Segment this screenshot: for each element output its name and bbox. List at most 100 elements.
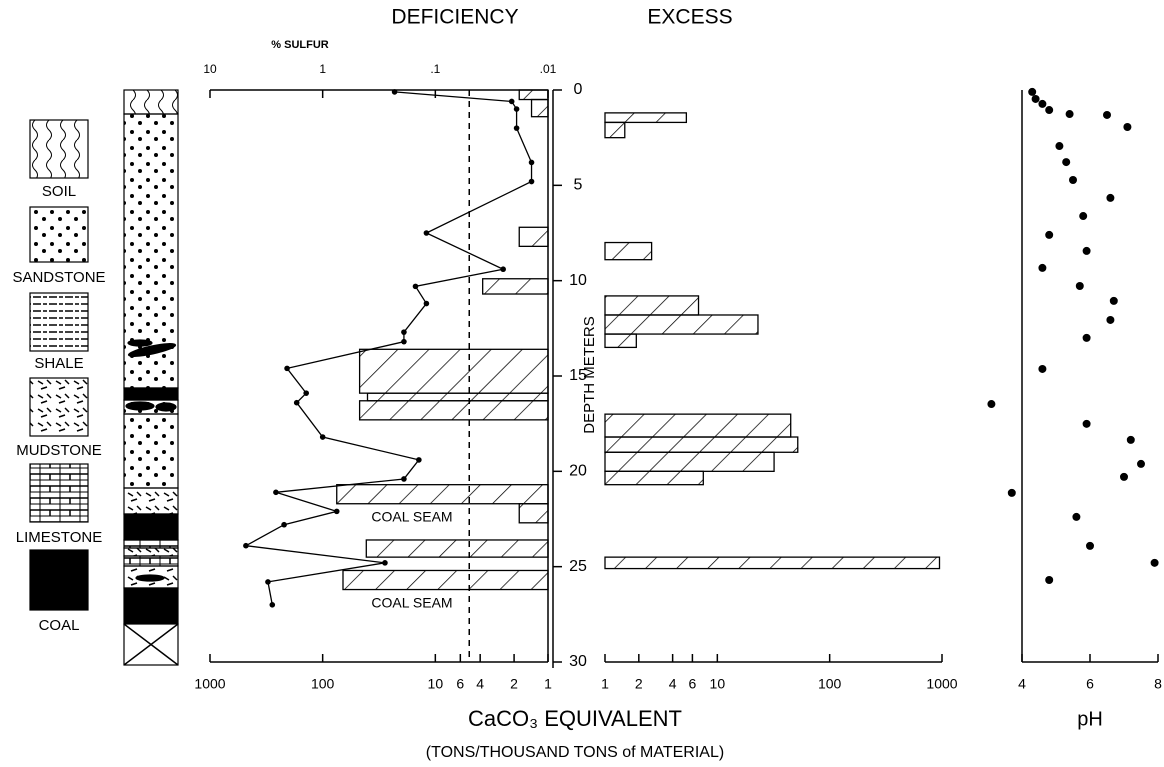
layer — [124, 488, 178, 514]
point — [1120, 473, 1128, 481]
y-tick-label: 20 — [569, 463, 587, 480]
x-tick-label: 8 — [1154, 676, 1162, 692]
x-tick-label: 4 — [669, 676, 677, 692]
bar — [605, 437, 798, 452]
x-tick-label: 1 — [544, 676, 552, 692]
sulfur-point — [401, 329, 407, 335]
sulfur-point — [401, 476, 407, 482]
legend-label: MUDSTONE — [16, 442, 102, 459]
x-tick-label: 6 — [689, 676, 697, 692]
point — [1045, 231, 1053, 239]
layer — [124, 90, 178, 114]
x-tick-label: 10 — [710, 676, 726, 692]
coal-lens — [136, 575, 164, 581]
y-axis-label: DEPTH METERS — [581, 316, 598, 434]
legend-swatch — [30, 207, 88, 262]
legend-label: SANDSTONE — [12, 269, 105, 286]
point — [1123, 123, 1131, 131]
sulfur-point — [320, 434, 326, 440]
x-tick-label: 1000 — [194, 676, 225, 692]
legend-label: LIMESTONE — [16, 529, 102, 546]
point — [1086, 542, 1094, 550]
x-tick-label: 100 — [818, 676, 842, 692]
legend-label: SOIL — [42, 183, 76, 200]
bar — [605, 113, 686, 123]
bar — [360, 349, 548, 393]
point — [1045, 576, 1053, 584]
sulfur-point — [392, 89, 398, 95]
bar — [519, 504, 548, 523]
point — [1137, 460, 1145, 468]
x-tick-label: 1000 — [926, 676, 957, 692]
sulfur-point — [424, 301, 430, 307]
bar — [605, 122, 625, 137]
sulfur-point — [509, 99, 515, 105]
x-tick-label: 6 — [1086, 676, 1094, 692]
sulfur-point — [382, 560, 388, 566]
bar — [368, 393, 548, 401]
point — [1069, 176, 1077, 184]
y-tick-label: 30 — [569, 653, 587, 670]
coal-lens — [126, 402, 154, 410]
sulfur-point — [243, 543, 249, 549]
point — [1062, 158, 1070, 166]
annotation: COAL SEAM — [371, 595, 452, 611]
point — [1103, 111, 1111, 119]
bar — [519, 227, 548, 246]
top-axis-label: % SULFUR — [271, 39, 329, 51]
point — [1066, 110, 1074, 118]
layer — [124, 514, 178, 540]
point — [1038, 100, 1046, 108]
bar — [605, 471, 703, 484]
legend-swatch — [30, 120, 88, 178]
x-tick-label: 2 — [510, 676, 518, 692]
layer — [124, 414, 178, 488]
point — [1072, 513, 1080, 521]
y-tick-label: 0 — [574, 81, 583, 98]
legend-swatch — [30, 293, 88, 351]
bar — [605, 315, 758, 334]
bar — [337, 485, 548, 504]
point — [1038, 264, 1046, 272]
stratigraphic-column — [124, 90, 178, 665]
sulfur-point — [514, 125, 520, 131]
bar — [605, 557, 939, 568]
page: SOIL SANDSTONE SHALE MUDSTONE LIMESTONE … — [0, 0, 1164, 767]
point — [1083, 420, 1091, 428]
x-tick-label: 6 — [456, 676, 464, 692]
bar — [519, 90, 548, 100]
sulfur-point — [265, 579, 271, 585]
bar — [360, 401, 548, 420]
point — [1106, 194, 1114, 202]
point — [1032, 95, 1040, 103]
point — [1038, 365, 1046, 373]
sulfur-point — [269, 602, 275, 608]
x-tick-label: 2 — [635, 676, 643, 692]
sulfur-point — [294, 400, 300, 406]
x-tick-label: 10 — [428, 676, 444, 692]
y-tick-label: 5 — [574, 177, 583, 194]
coal-lens — [156, 403, 176, 411]
sulfur-point — [281, 522, 287, 528]
point — [1045, 106, 1053, 114]
top-tick-label: .01 — [540, 62, 557, 76]
sulfur-point — [334, 509, 340, 515]
bar — [605, 414, 791, 437]
sulfur-point — [273, 490, 279, 496]
sulfur-point — [529, 179, 535, 185]
bar — [483, 279, 548, 294]
top-tick-label: .1 — [430, 62, 440, 76]
sulfur-point — [424, 230, 430, 236]
bar — [343, 570, 548, 589]
point — [1028, 88, 1036, 96]
point — [1008, 489, 1016, 497]
bar — [366, 540, 548, 557]
figure: SOIL SANDSTONE SHALE MUDSTONE LIMESTONE … — [0, 0, 1164, 767]
layer — [124, 548, 178, 556]
sulfur-point — [303, 390, 309, 396]
point — [1083, 334, 1091, 342]
sulfur-line — [246, 92, 532, 605]
legend-swatch — [30, 550, 88, 610]
bar — [605, 452, 774, 471]
panel-title: DEFICIENCY — [391, 6, 518, 29]
